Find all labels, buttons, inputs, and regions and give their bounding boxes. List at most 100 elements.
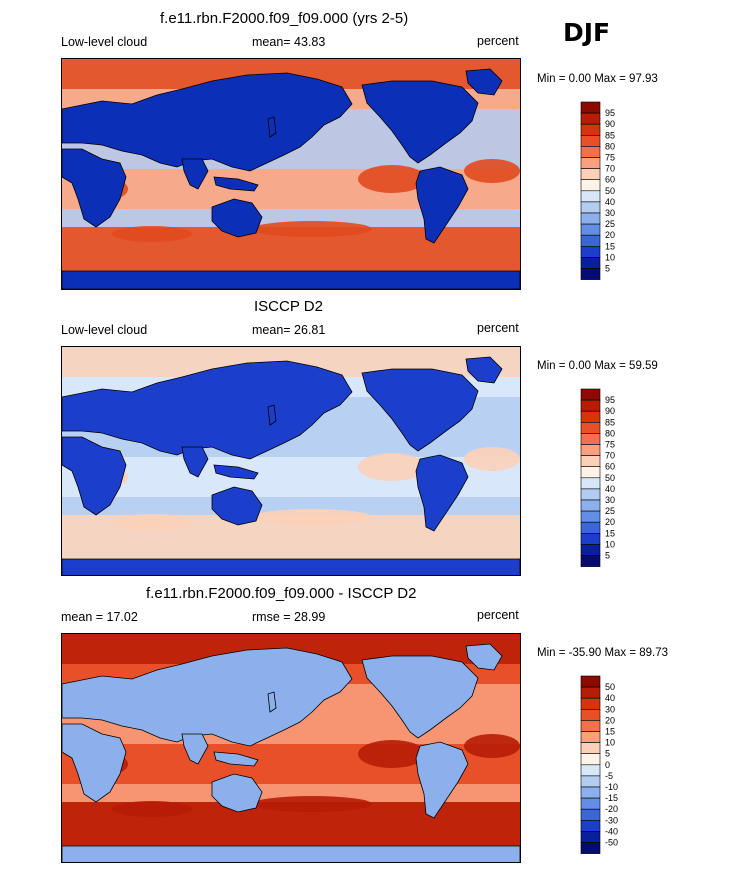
- colorbar-swatch: [580, 764, 601, 777]
- colorbar-tick-label: 75: [605, 153, 615, 163]
- colorbar-tick-label: 20: [605, 517, 615, 527]
- units-label: percent: [477, 34, 519, 48]
- mean-label: mean = 17.02: [61, 610, 138, 624]
- colorbar-swatch: [580, 488, 601, 501]
- colorbar-tick-label: 50: [605, 186, 615, 196]
- variable-label: Low-level cloud: [61, 323, 148, 337]
- colorbar-swatch: [580, 399, 601, 412]
- colorbar-tick-label: -30: [605, 815, 618, 825]
- colorbar-tick-label: 50: [605, 473, 615, 483]
- colorbar-tick-label: 30: [605, 208, 615, 218]
- colorbar-tick-label: 15: [605, 528, 615, 538]
- colorbar-swatch: [580, 544, 601, 556]
- colorbar-tick-label: 70: [605, 164, 615, 174]
- colorbar-tick-label: -10: [605, 782, 618, 792]
- colorbar-swatch: [580, 257, 601, 269]
- colorbar-tick-label: 20: [605, 230, 615, 240]
- mean-label: mean= 26.81: [252, 323, 326, 337]
- colorbar-swatch: [580, 455, 601, 467]
- colorbar-tick-label: 5: [605, 749, 610, 759]
- colorbar-swatch: [580, 720, 601, 732]
- colorbar-swatch: [580, 123, 601, 136]
- colorbar-tick-label: 90: [605, 119, 615, 129]
- minmax-label: Min = -35.90 Max = 89.73: [537, 647, 669, 659]
- colorbar-swatch: [580, 134, 601, 147]
- colorbar-tick-label: -40: [605, 826, 618, 836]
- colorbar-swatch: [580, 753, 601, 766]
- colorbar-tick-label: 40: [605, 693, 615, 703]
- colorbar-tick-label: 15: [605, 241, 615, 251]
- colorbar-swatch: [580, 268, 601, 280]
- colorbar-swatch: [580, 831, 601, 843]
- colorbar-swatch: [580, 555, 601, 567]
- colorbar-swatch: [580, 820, 601, 832]
- colorbar-swatch: [580, 223, 601, 236]
- colorbar-swatch: [580, 742, 601, 754]
- map-plot: [61, 633, 521, 863]
- colorbar-tick-label: 40: [605, 484, 615, 494]
- colorbar-tick-label: 30: [605, 704, 615, 714]
- colorbar-swatch: [580, 510, 601, 523]
- colorbar-tick-label: 60: [605, 462, 615, 472]
- colorbar-tick-label: 75: [605, 440, 615, 450]
- colorbar-swatch: [580, 808, 601, 821]
- colorbar-swatch: [580, 433, 601, 445]
- colorbar-swatch: [580, 499, 601, 512]
- map-plot: [61, 58, 521, 290]
- colorbar-swatch: [580, 246, 601, 258]
- colorbar-tick-label: 10: [605, 252, 615, 262]
- colorbar-tick-label: -15: [605, 793, 618, 803]
- colorbar-tick-label: 90: [605, 406, 615, 416]
- colorbar-swatch: [580, 697, 601, 710]
- season-label: DJF: [563, 18, 611, 47]
- panel-title: ISCCP D2: [254, 298, 323, 315]
- colorbar-tick-label: 25: [605, 219, 615, 229]
- colorbar-swatch: [580, 842, 601, 854]
- colorbar-tick-label: 30: [605, 495, 615, 505]
- variable-label: Low-level cloud: [61, 35, 148, 49]
- colorbar-tick-label: 0: [605, 760, 610, 770]
- colorbar-swatch: [580, 112, 601, 125]
- colorbar-swatch: [580, 708, 601, 721]
- colorbar-tick-label: 5: [605, 551, 610, 561]
- colorbar-tick-label: 50: [605, 682, 615, 692]
- colorbar-tick-label: 10: [605, 738, 615, 748]
- colorbar-tick-label: 85: [605, 130, 615, 140]
- mean-label: mean= 43.83: [252, 35, 326, 49]
- colorbar-tick-label: -20: [605, 804, 618, 814]
- colorbar-swatch: [580, 521, 601, 534]
- colorbar: 95 90 85 80 75 70 60 50 40 30 25 20 15 10 5: [580, 101, 631, 282]
- colorbar-tick-label: 40: [605, 197, 615, 207]
- colorbar-swatch: [580, 421, 601, 434]
- colorbar-tick-label: 85: [605, 417, 615, 427]
- units-label: percent: [477, 321, 519, 335]
- panel-title: f.e11.rbn.F2000.f09_f09.000 (yrs 2-5): [160, 10, 409, 27]
- colorbar-tick-label: 20: [605, 715, 615, 725]
- colorbar-swatch: [580, 675, 601, 688]
- colorbar-swatch: [580, 179, 601, 192]
- colorbar-swatch: [580, 410, 601, 423]
- colorbar-swatch: [580, 157, 601, 169]
- colorbar-swatch: [580, 775, 601, 788]
- colorbar-tick-label: 80: [605, 141, 615, 151]
- minmax-label: Min = 0.00 Max = 97.93: [537, 73, 658, 85]
- colorbar-swatch: [580, 201, 601, 214]
- colorbar-swatch: [580, 190, 601, 203]
- colorbar-swatch: [580, 388, 601, 401]
- colorbar-tick-label: 5: [605, 264, 610, 274]
- colorbar-swatch: [580, 444, 601, 456]
- colorbar: 50 40 30 20 15 10 5 0 -5 -10 -15 -20 -30 -40 -50: [580, 675, 631, 856]
- colorbar-swatch: [580, 686, 601, 699]
- colorbar-swatch: [580, 533, 601, 545]
- colorbar-tick-label: 15: [605, 727, 615, 737]
- colorbar-swatch: [580, 466, 601, 479]
- colorbar: 95 90 85 80 75 70 60 50 40 30 25 20 15 10 5: [580, 388, 631, 569]
- colorbar-swatch: [580, 477, 601, 490]
- colorbar-swatch: [580, 101, 601, 114]
- map-plot: [61, 346, 521, 576]
- colorbar-tick-label: 95: [605, 108, 615, 118]
- colorbar-swatch: [580, 146, 601, 158]
- colorbar-tick-label: 95: [605, 395, 615, 405]
- colorbar-tick-label: 70: [605, 451, 615, 461]
- colorbar-tick-label: -5: [605, 771, 613, 781]
